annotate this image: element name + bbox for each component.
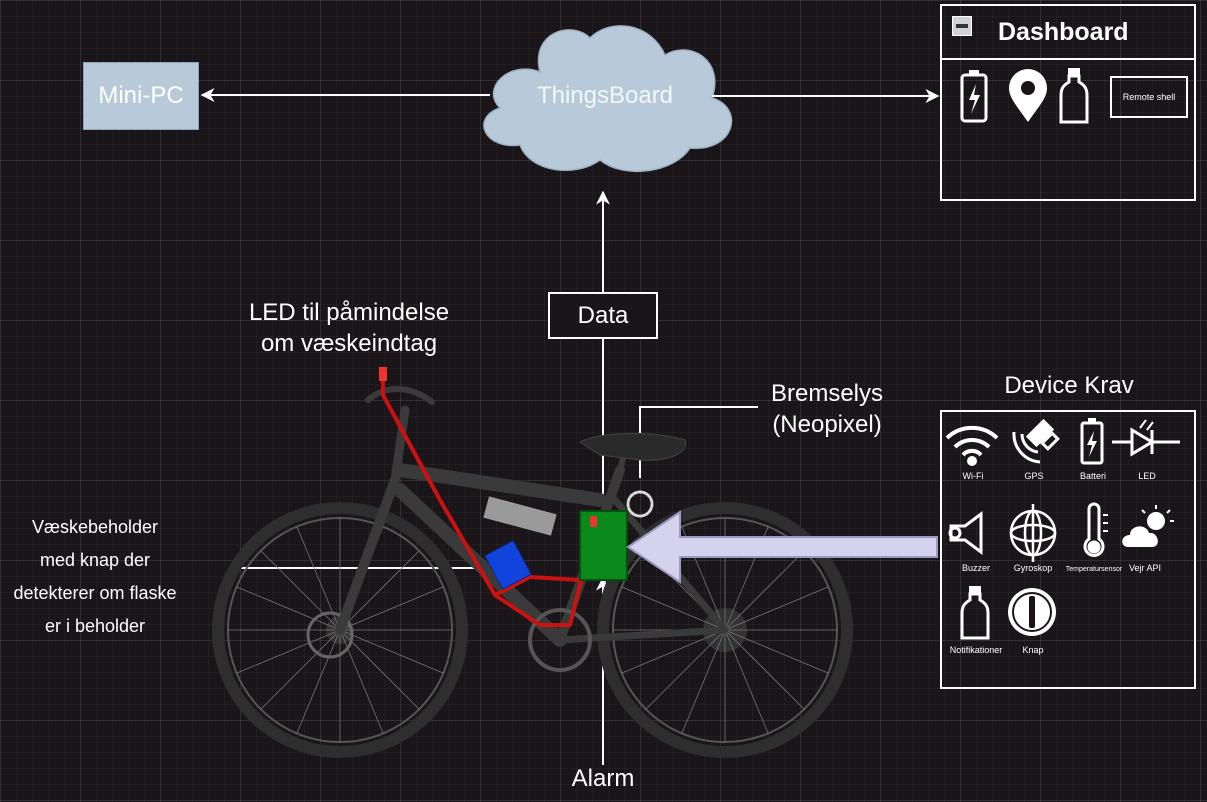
thingsboard-cloud xyxy=(483,25,733,173)
thermometer-icon xyxy=(1083,502,1108,557)
minipc-node: Mini-PC xyxy=(83,62,199,130)
brake-label-line-2: (Neopixel) xyxy=(772,411,882,438)
data-label: Data xyxy=(577,301,629,329)
device-label-gyroscope: Gyroskop xyxy=(1013,563,1053,573)
bottle-icon xyxy=(960,586,990,640)
dashboard-title: Dashboard xyxy=(998,18,1129,46)
thingsboard-label: ThingsBoard xyxy=(536,82,674,109)
data-node: Data xyxy=(548,292,658,339)
led-label-line-1: LED til påmindelse xyxy=(248,299,450,326)
bicycle-image xyxy=(212,367,853,758)
weather-icon xyxy=(1122,505,1174,547)
water-holder xyxy=(484,540,532,590)
alarm-label: Alarm xyxy=(571,765,635,792)
brake-light-label: Bremselys (Neopixel) xyxy=(752,378,902,440)
device-label-notifications: Notifikationer xyxy=(949,645,1003,655)
led-reminder-label: LED til påmindelse om væskeindtag xyxy=(220,297,478,359)
brake-label-line-1: Bremselys xyxy=(770,380,884,407)
device-label-button: Knap xyxy=(1022,645,1044,655)
wifi-icon xyxy=(945,425,999,466)
location-pin-icon xyxy=(1009,69,1047,122)
neopixel-ring xyxy=(626,490,654,518)
device-label-buzzer: Buzzer xyxy=(961,563,990,573)
remote-shell-button[interactable]: Remote shell xyxy=(1110,76,1188,118)
device-label-wifi: Wi-Fi xyxy=(962,471,984,481)
bottle-icon xyxy=(1059,68,1089,124)
device-label-temperature: Temperatursensor xyxy=(1065,566,1123,573)
requirements-arrow xyxy=(626,510,938,584)
holder-label-line-4: er i beholder xyxy=(44,616,146,636)
device-krav-panel: Wi-Fi GPS Batteri LED Buzzer Gyroskop Te… xyxy=(940,410,1196,689)
battery-icon xyxy=(1080,418,1104,465)
reminder-led xyxy=(379,367,387,381)
minipc-label: Mini-PC xyxy=(98,82,184,109)
device-label-led: LED xyxy=(1138,471,1156,481)
device-label-gps: GPS xyxy=(1024,471,1044,481)
satellite-icon xyxy=(1012,418,1060,464)
led-label-line-2: om væskeindtag xyxy=(260,330,438,357)
led-diode-icon xyxy=(1112,419,1180,457)
dashboard-header: Dashboard xyxy=(942,6,1194,60)
device-label-weather: Vejr API xyxy=(1128,563,1162,573)
front-wheel xyxy=(212,502,468,758)
dashboard-panel: Dashboard Remote shell xyxy=(940,4,1196,201)
gyroscope-icon xyxy=(1009,504,1057,562)
device-krav-title: Device Krav xyxy=(1004,372,1134,399)
minimize-icon[interactable] xyxy=(952,16,972,36)
holder-label-line-2: med knap der xyxy=(39,550,151,570)
button-icon xyxy=(1008,588,1056,636)
battery-icon xyxy=(960,70,988,123)
holder-label-line-1: Væskebeholder xyxy=(31,517,159,537)
buzzer-icon xyxy=(948,511,983,555)
device-label-battery: Batteri xyxy=(1079,471,1106,481)
led-wire xyxy=(381,378,585,627)
water-holder-label: Væskebeholder med knap der detekterer om… xyxy=(0,511,190,643)
controller-box xyxy=(579,510,628,581)
holder-label-line-3: detekterer om flaske xyxy=(13,583,177,603)
